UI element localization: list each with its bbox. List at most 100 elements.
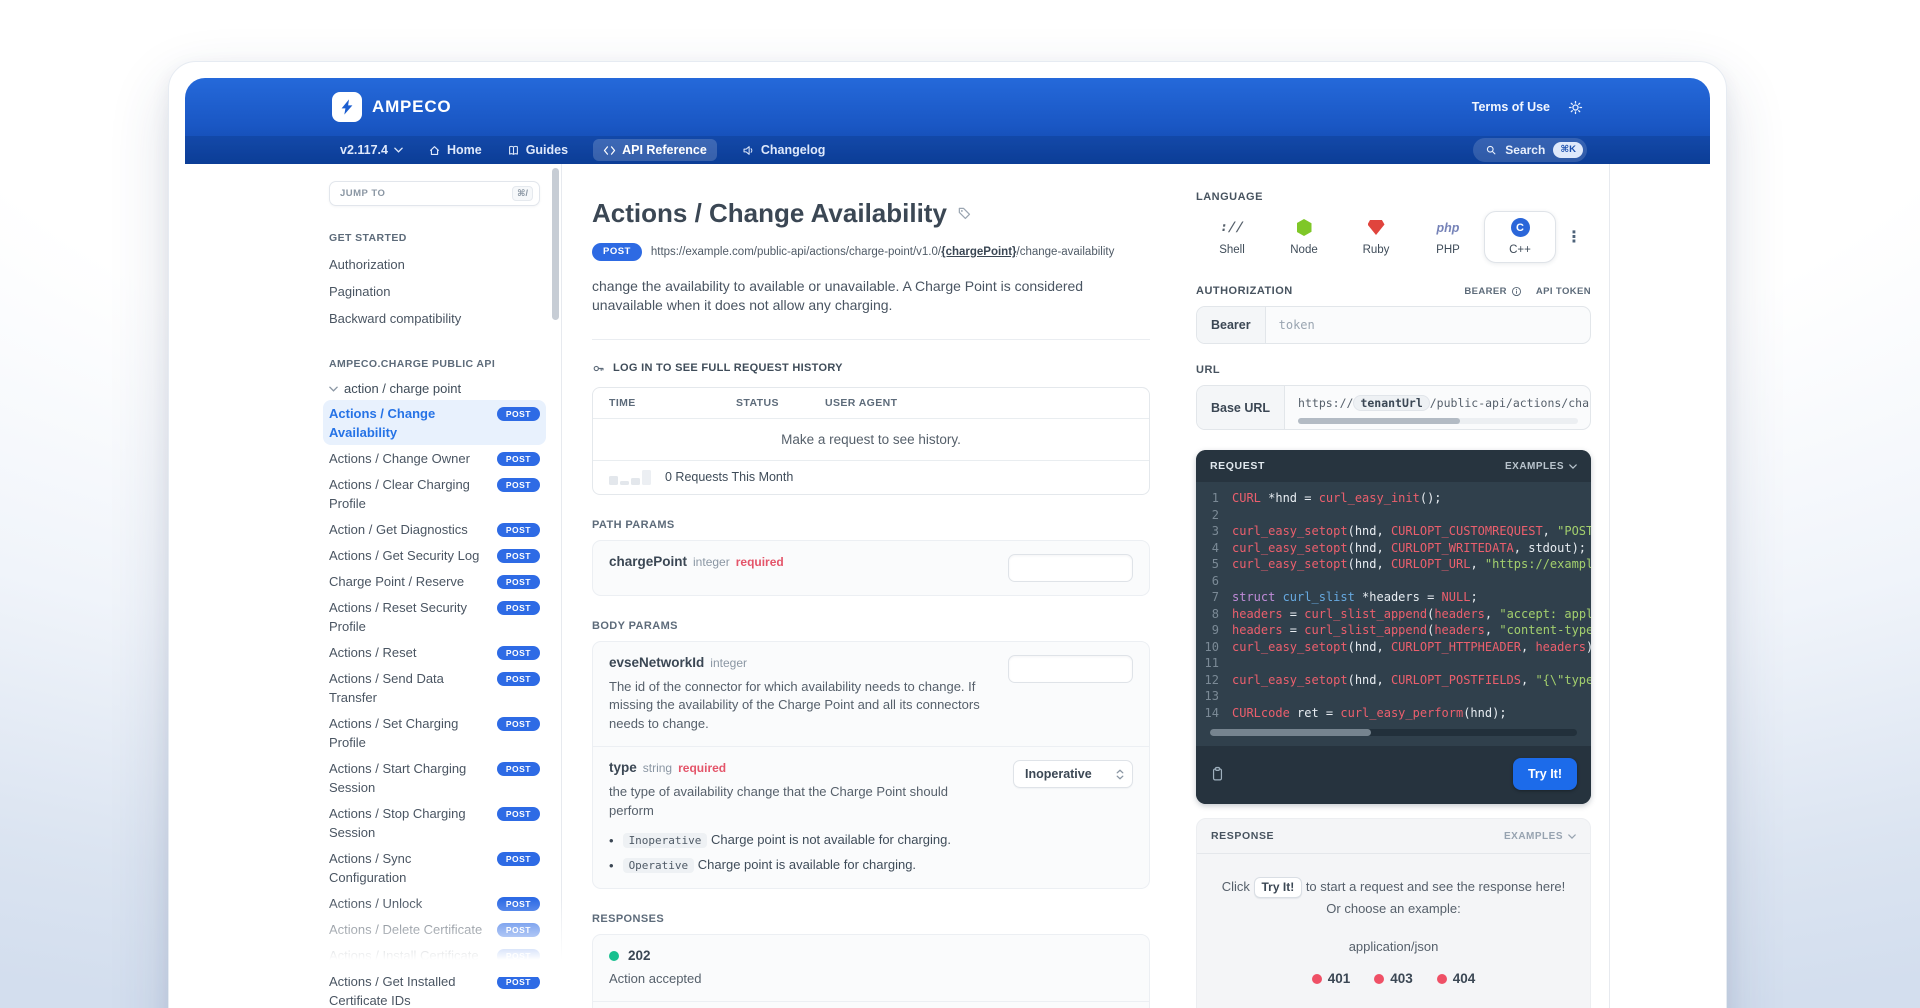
nav-api-reference[interactable]: API Reference — [593, 139, 717, 161]
more-languages-icon[interactable]: ⋮ — [1566, 229, 1582, 246]
copy-clipboard-icon[interactable] — [1210, 766, 1225, 782]
sidebar-endpoint-item[interactable]: Actions / Delete Certificate POST — [323, 916, 546, 942]
example-401[interactable]: 401 — [1311, 968, 1350, 990]
nav-home[interactable]: Home — [428, 143, 482, 157]
language-php[interactable]: php PHP — [1436, 220, 1460, 257]
base-url-field-label: Base URL — [1197, 386, 1286, 429]
line-number: 7 — [1211, 590, 1219, 604]
url-path-param[interactable]: {chargePoint} — [941, 245, 1017, 258]
param-description: the type of availability change that the… — [609, 784, 948, 818]
page-title: Actions / Change Availability — [592, 198, 947, 228]
sidebar-endpoint-item[interactable]: Actions / Get Security Log POST — [323, 542, 546, 568]
error-status-dot — [1436, 974, 1447, 984]
megaphone-icon — [743, 145, 753, 155]
endpoint-label: Actions / Change Owner — [329, 450, 470, 466]
response-label: RESPONSE — [1211, 830, 1275, 842]
method-badge: POST — [496, 477, 540, 492]
sidebar-item[interactable]: Pagination — [329, 284, 391, 299]
endpoint-label: Actions / Clear Charging Profile — [329, 476, 470, 511]
request-history-header[interactable]: LOG IN TO SEE FULL REQUEST HISTORY — [592, 362, 1150, 375]
sidebar-endpoint-item[interactable]: Actions / Start Charging Session POST — [323, 755, 546, 800]
sidebar-endpoint-item[interactable]: Actions / Reset POST — [323, 639, 546, 665]
response-examples-dropdown[interactable]: EXAMPLES — [1504, 831, 1576, 842]
code-line: 11 — [1196, 655, 1591, 672]
sidebar-endpoint-item[interactable]: Actions / Unlock POST — [323, 890, 546, 916]
sidebar-endpoint-item[interactable]: Actions / Change Owner POST — [323, 445, 546, 471]
base-url-value[interactable]: https://tenantUrl/public-api/actions/cha… — [1298, 395, 1590, 411]
code-editor[interactable]: 1 CURL *hnd = curl_easy_init(); 2 3 curl_eas… — [1196, 482, 1591, 721]
sidebar-endpoint-item[interactable]: Actions / Change Availability POST — [323, 400, 546, 445]
evsenetworkid-value-input[interactable] — [1008, 654, 1133, 683]
sidebar-endpoint-item[interactable]: Actions / Set Charging Profile POST — [323, 710, 546, 755]
sidebar-endpoint-item[interactable]: Actions / Get Installed Certificate IDs P… — [323, 968, 546, 1008]
endpoint-label: Actions / Change Availability — [329, 405, 436, 440]
param-name: type — [609, 760, 637, 775]
api-token-tab[interactable]: API TOKEN — [1535, 285, 1591, 297]
request-examples-dropdown[interactable]: EXAMPLES — [1505, 461, 1577, 472]
response-row-204[interactable]: 204 Action scheduled. Request has been a… — [593, 1001, 1149, 1008]
language-ruby[interactable]: Ruby — [1340, 211, 1412, 263]
language-shell[interactable]: :// Shell — [1219, 220, 1245, 256]
try-it-button[interactable]: Try It! — [1512, 758, 1577, 790]
anchor-tag-icon[interactable] — [957, 206, 972, 221]
sidebar-section-title: AMPECO.CHARGE PUBLIC API — [329, 358, 496, 370]
endpoint-label: Actions / Reset Security Profile — [329, 599, 467, 634]
code-line: 1 CURL *hnd = curl_easy_init(); — [1196, 490, 1591, 507]
php-icon: php — [1436, 220, 1460, 235]
code-line: 6 — [1196, 573, 1591, 590]
sidebar-endpoint-item[interactable]: Action / Get Diagnostics POST — [323, 516, 546, 542]
sidebar-endpoint-item[interactable]: Charge Point / Reserve POST — [323, 568, 546, 594]
sidebar-endpoint-item[interactable]: Actions / Clear Charging Profile POST — [323, 471, 546, 516]
terms-of-use-link[interactable]: Terms of Use — [1471, 100, 1550, 114]
brand[interactable]: AMPECO — [332, 92, 451, 122]
chargepoint-value-input[interactable] — [1008, 553, 1133, 582]
sidebar-endpoint-item[interactable]: Actions / Install Certificate POST — [323, 942, 546, 968]
jump-to-input[interactable]: JUMP TO ⌘/ — [329, 181, 540, 206]
line-number: 3 — [1211, 524, 1219, 538]
bearer-tab[interactable]: BEARER — [1464, 286, 1522, 297]
example-403[interactable]: 403 — [1374, 968, 1413, 990]
app-body: JUMP TO ⌘/ GET STARTED Authorization Pagi… — [185, 164, 1710, 1008]
enum-option: • Inoperative Charge point is not availa… — [609, 832, 951, 848]
line-number: 13 — [1204, 689, 1219, 703]
search-input[interactable]: Search ⌘K — [1473, 138, 1587, 162]
theme-toggle-sun-icon[interactable] — [1568, 100, 1583, 115]
sidebar-item[interactable]: Authorization — [329, 257, 405, 272]
sidebar-item[interactable]: Backward compatibility — [329, 311, 462, 326]
type-select[interactable]: Inoperative — [1013, 760, 1133, 788]
language-node[interactable]: Node — [1268, 211, 1340, 263]
line-number: 11 — [1204, 656, 1219, 670]
code-scrollbar-thumb[interactable] — [1210, 729, 1372, 736]
token-input[interactable]: token — [1278, 318, 1315, 332]
method-badge: POST — [496, 761, 540, 776]
column-header-user-agent: USER AGENT — [825, 396, 898, 409]
request-code-panel: REQUEST EXAMPLES 1 CURL *hnd = curl_easy_… — [1196, 450, 1591, 804]
language-cpp[interactable]: C C++ — [1484, 211, 1556, 263]
shell-icon: :// — [1219, 220, 1245, 235]
base-url-scrollbar-thumb[interactable] — [1298, 418, 1461, 424]
header-top-row: AMPECO Terms of Use — [185, 78, 1710, 136]
sidebar-endpoint-item[interactable]: Actions / Stop Charging Session POST — [323, 800, 546, 845]
body-params-card: evseNetworkId integer The id of the conne… — [592, 640, 1150, 889]
example-404[interactable]: 404 — [1436, 968, 1475, 990]
line-number: 1 — [1211, 491, 1219, 505]
language-label: LANGUAGE — [1196, 191, 1263, 203]
sidebar-endpoint-item[interactable]: Actions / Reset Security Profile POST — [323, 594, 546, 639]
sidebar-endpoint-item[interactable]: Actions / Sync Configuration POST — [323, 845, 546, 890]
endpoint-label: Actions / Get Installed Certificate IDs — [329, 973, 456, 1008]
requests-sparkline — [609, 469, 651, 485]
chevron-down-icon — [1568, 833, 1576, 839]
sidebar-endpoint-item[interactable]: Actions / Send Data Transfer POST — [323, 665, 546, 710]
response-row-202[interactable]: 202 Action accepted — [593, 935, 1149, 1001]
sidebar-scrollbar[interactable] — [552, 168, 559, 320]
nav-changelog[interactable]: Changelog — [742, 143, 825, 157]
enum-option: • Operative Charge point is available fo… — [609, 857, 917, 873]
line-number: 10 — [1204, 639, 1219, 654]
tenant-url-pill[interactable]: tenantUrl — [1353, 395, 1430, 411]
sidebar-group-action-charge-point[interactable]: action / charge point — [329, 377, 540, 400]
bearer-field-label: Bearer — [1197, 307, 1266, 343]
chevron-down-icon — [329, 386, 338, 392]
version-selector[interactable]: v2.117.4 — [340, 143, 403, 157]
nav-guides[interactable]: Guides — [507, 143, 568, 157]
